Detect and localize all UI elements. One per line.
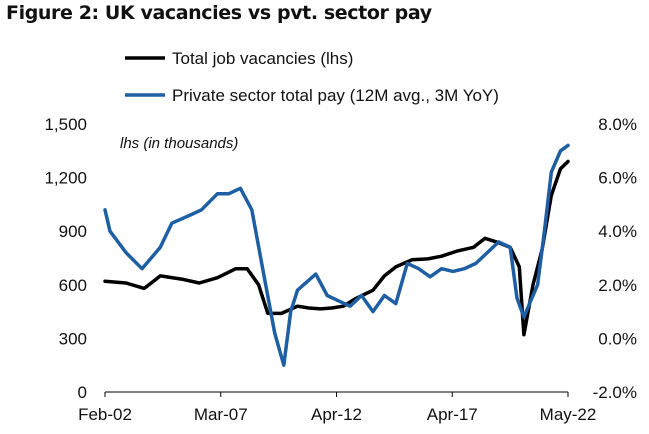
legend-label-2: Private sector total pay (12M avg., 3M Y… [172,86,499,105]
x-tick-label: Apr-17 [427,405,478,424]
left-axis: 0 300 600 900 1,200 1,500 [44,115,87,402]
left-tick-label: 0 [78,383,87,402]
chart-title: Figure 2: UK vacancies vs pvt. sector pa… [6,2,432,24]
right-tick-label: 0.0% [598,329,637,348]
left-tick-label: 900 [59,222,87,241]
x-axis: Feb-02 Mar-07 Apr-12 Apr-17 May-22 [78,392,596,424]
right-tick-label: 2.0% [598,276,637,295]
x-tick-label: Mar-07 [194,405,248,424]
left-tick-label: 1,500 [44,115,87,134]
right-tick-label: 6.0% [598,169,637,188]
right-tick-label: -2.0% [593,383,637,402]
series-line-1 [103,159,570,337]
right-tick-label: 4.0% [598,222,637,241]
x-tick-label: Apr-12 [311,405,362,424]
left-tick-label: 300 [59,329,87,348]
right-tick-label: 8.0% [598,115,637,134]
legend: Total job vacancies (lhs) Private sector … [125,49,499,105]
x-tick-label: Feb-02 [78,405,132,424]
series-line-2 [103,143,570,367]
legend-label-1: Total job vacancies (lhs) [172,49,353,68]
left-tick-label: 600 [59,276,87,295]
left-tick-label: 1,200 [44,169,87,188]
axis-annotation: lhs (in thousands) [120,135,238,152]
x-tick-label: May-22 [540,405,597,424]
series-lines [103,143,570,367]
right-axis: -2.0% 0.0% 2.0% 4.0% 6.0% 8.0% [593,115,637,402]
